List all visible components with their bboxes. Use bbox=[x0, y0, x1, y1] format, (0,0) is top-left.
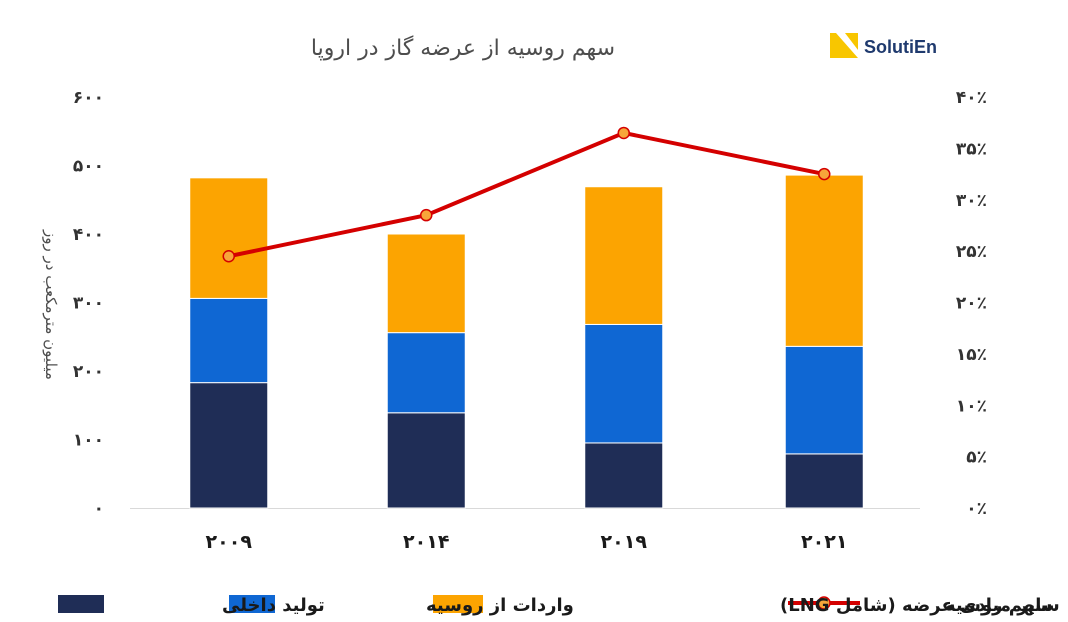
y2-tick-label: ۰٪ bbox=[966, 499, 987, 519]
y-axis-label: میلیون مترمکعب در روز bbox=[42, 229, 60, 380]
russia-share-point bbox=[420, 208, 433, 222]
y-tick-label: ۲۰۰ bbox=[73, 362, 104, 382]
y2-tick-label: ۲۰٪ bbox=[956, 294, 987, 314]
x-tick-label: ۲۰۱۴ bbox=[403, 531, 449, 553]
y-axis-right: ۰٪ ۵٪ ۱۰٪ ۱۵٪ ۲۰٪ ۲۵٪ ۳۰٪ ۳۵٪ ۴۰٪ bbox=[956, 88, 987, 519]
bar-segment-other-sources bbox=[386, 233, 466, 334]
bar-segment-other-sources bbox=[189, 177, 269, 299]
y2-tick-label: ۴۰٪ bbox=[956, 88, 987, 108]
y2-tick-label: ۵٪ bbox=[966, 448, 987, 468]
x-tick-label: ۲۰۲۱ bbox=[801, 531, 847, 553]
bar-segment-domestic-production bbox=[784, 453, 864, 509]
x-tick-label: ۲۰۱۹ bbox=[601, 531, 648, 553]
bar-segment-domestic-production bbox=[189, 382, 269, 509]
legend-swatch-domestic-production bbox=[58, 595, 104, 613]
solutien-logo: SolutiEn bbox=[830, 33, 937, 58]
x-axis: ۲۰۰۹ ۲۰۱۴ ۲۰۱۹ ۲۰۲۱ bbox=[206, 531, 848, 553]
legend-item-russia-share: سهم روسیه bbox=[788, 595, 1052, 616]
russia-share-line-group bbox=[222, 126, 831, 263]
bar-segment-russia-imports bbox=[189, 297, 269, 384]
legend-item-russia-imports: واردات از روسیه bbox=[229, 595, 574, 616]
bar-segment-russia-imports bbox=[584, 323, 664, 444]
russia-share-line bbox=[228, 130, 825, 259]
x-tick-label: ۲۰۰۹ bbox=[206, 531, 253, 553]
legend-label-russia-share: سهم روسیه bbox=[945, 595, 1052, 616]
bar-segment-other-sources bbox=[584, 186, 664, 325]
logo-slash-icon bbox=[836, 33, 858, 58]
y2-tick-label: ۱۵٪ bbox=[956, 345, 987, 365]
y2-tick-label: ۳۵٪ bbox=[956, 139, 987, 159]
logo-text: SolutiEn bbox=[864, 37, 937, 57]
y-tick-label: ۶۰۰ bbox=[73, 88, 104, 108]
legend-marker-icon bbox=[817, 596, 831, 610]
bar-segment-other-sources bbox=[784, 174, 864, 347]
bar-segment-domestic-production bbox=[386, 412, 466, 509]
y-tick-label: ۰ bbox=[94, 499, 104, 519]
legend-item-domestic-production: تولید داخلی bbox=[58, 595, 325, 616]
y-tick-label: ۳۰۰ bbox=[73, 294, 104, 314]
bar-segment-russia-imports bbox=[784, 345, 864, 455]
russia-share-point bbox=[617, 126, 630, 140]
y-tick-label: ۵۰۰ bbox=[73, 157, 104, 177]
chart-title: سهم روسیه از عرضه گاز در اروپا bbox=[311, 35, 615, 61]
y-tick-label: ۱۰۰ bbox=[73, 431, 104, 451]
legend-swatch-other-sources bbox=[433, 595, 483, 613]
legend: سهم روسیه سایر مبادی عرضه (شامل LNG) وار… bbox=[58, 595, 1060, 616]
bar-segment-russia-imports bbox=[386, 332, 466, 414]
russia-share-point bbox=[222, 250, 235, 263]
legend-item-other-sources: سایر مبادی عرضه (شامل LNG) bbox=[433, 595, 1060, 616]
y2-tick-label: ۳۰٪ bbox=[956, 191, 987, 211]
russia-share-point bbox=[818, 167, 831, 181]
y-tick-label: ۴۰۰ bbox=[73, 225, 104, 245]
bars-group bbox=[189, 174, 864, 509]
y2-tick-label: ۲۵٪ bbox=[956, 242, 987, 262]
y2-tick-label: ۱۰٪ bbox=[956, 396, 987, 416]
legend-label-other-sources: سایر مبادی عرضه (شامل LNG) bbox=[780, 595, 1060, 616]
bar-segment-domestic-production bbox=[584, 442, 664, 509]
legend-label-russia-imports: واردات از روسیه bbox=[426, 595, 574, 616]
legend-label-domestic-production: تولید داخلی bbox=[222, 595, 325, 616]
y-axis-left: ۰ ۱۰۰ ۲۰۰ ۳۰۰ ۴۰۰ ۵۰۰ ۶۰۰ bbox=[73, 88, 104, 519]
legend-swatch-russia-imports bbox=[229, 595, 275, 613]
logo-mark-icon bbox=[830, 33, 858, 58]
